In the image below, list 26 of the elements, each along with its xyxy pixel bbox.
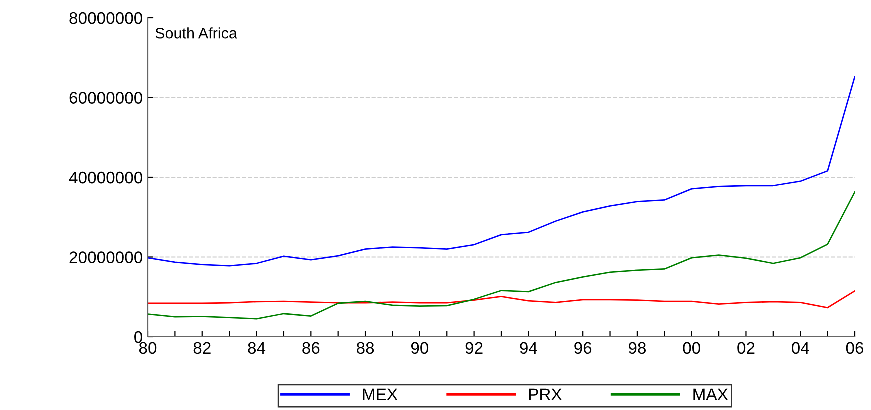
y-tick-label: 80000000 bbox=[70, 12, 142, 24]
x-tick-label: 86 bbox=[302, 342, 320, 354]
y-tick-label: 60000000 bbox=[70, 92, 142, 104]
legend-label: PRX bbox=[529, 388, 562, 400]
x-tick-label: 00 bbox=[683, 342, 700, 354]
y-tick-label: 40000000 bbox=[69, 172, 142, 184]
line-series bbox=[148, 290, 855, 309]
legend-label: MAX bbox=[694, 388, 728, 400]
x-tick-label: 04 bbox=[792, 342, 810, 354]
y-tick-label: 0 bbox=[134, 331, 142, 344]
x-tick-label: 92 bbox=[466, 342, 483, 354]
x-tick-label: 98 bbox=[628, 342, 646, 354]
x-tick-label: 82 bbox=[194, 342, 211, 354]
x-tick-label: 84 bbox=[248, 342, 266, 354]
y-tick-label: 20000000 bbox=[70, 252, 142, 264]
x-tick-label: 94 bbox=[520, 342, 538, 354]
x-tick-label: 02 bbox=[738, 342, 755, 354]
legend-label: MEX bbox=[363, 388, 398, 400]
x-tick-label: 06 bbox=[846, 342, 864, 354]
line-series bbox=[148, 76, 855, 267]
annotation: South Africa bbox=[156, 28, 238, 39]
line-series bbox=[148, 192, 855, 320]
x-tick-label: 90 bbox=[411, 342, 429, 354]
x-tick-label: 80 bbox=[139, 342, 157, 354]
x-tick-label: 88 bbox=[356, 342, 374, 354]
x-tick-label: 96 bbox=[574, 342, 592, 354]
